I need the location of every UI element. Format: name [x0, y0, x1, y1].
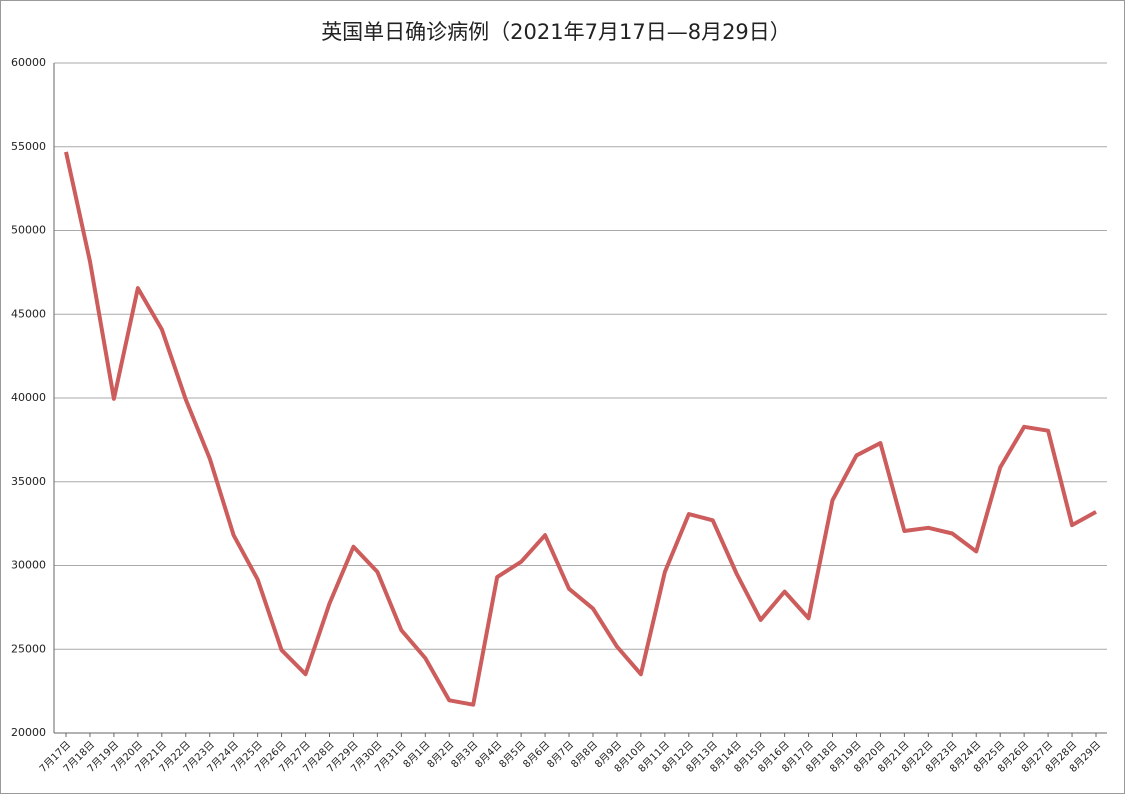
- y-tick-label: 25000: [11, 642, 46, 655]
- y-tick-label: 50000: [11, 224, 46, 237]
- y-tick-label: 40000: [11, 391, 46, 404]
- chart-title: 英国单日确诊病例（2021年7月17日—8月29日）: [321, 20, 791, 44]
- y-tick-label: 30000: [11, 559, 46, 572]
- y-tick-label: 35000: [11, 475, 46, 488]
- y-tick-label: 20000: [11, 726, 46, 739]
- data-line: [64, 151, 1097, 707]
- y-tick-label: 55000: [11, 140, 46, 153]
- y-tick-label: 60000: [11, 56, 46, 69]
- y-tick-label: 45000: [11, 307, 46, 320]
